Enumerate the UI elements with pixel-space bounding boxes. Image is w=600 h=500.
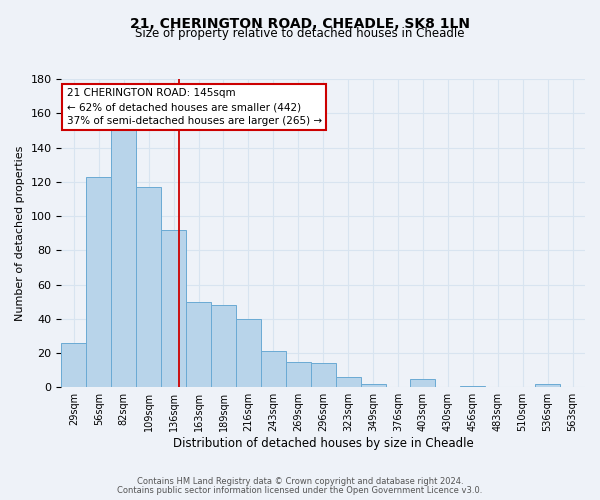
Bar xyxy=(111,130,136,388)
Text: Size of property relative to detached houses in Cheadle: Size of property relative to detached ho… xyxy=(135,28,465,40)
Bar xyxy=(186,302,211,388)
Bar xyxy=(86,176,111,388)
Bar xyxy=(460,386,485,388)
Bar xyxy=(211,305,236,388)
Text: Contains HM Land Registry data © Crown copyright and database right 2024.: Contains HM Land Registry data © Crown c… xyxy=(137,477,463,486)
X-axis label: Distribution of detached houses by size in Cheadle: Distribution of detached houses by size … xyxy=(173,437,473,450)
Text: 21, CHERINGTON ROAD, CHEADLE, SK8 1LN: 21, CHERINGTON ROAD, CHEADLE, SK8 1LN xyxy=(130,18,470,32)
Bar xyxy=(335,377,361,388)
Bar xyxy=(261,352,286,388)
Bar xyxy=(161,230,186,388)
Bar xyxy=(410,379,436,388)
Y-axis label: Number of detached properties: Number of detached properties xyxy=(15,146,25,321)
Bar xyxy=(61,343,86,388)
Text: 21 CHERINGTON ROAD: 145sqm
← 62% of detached houses are smaller (442)
37% of sem: 21 CHERINGTON ROAD: 145sqm ← 62% of deta… xyxy=(67,88,322,126)
Bar xyxy=(361,384,386,388)
Bar xyxy=(236,319,261,388)
Bar xyxy=(136,187,161,388)
Bar xyxy=(311,364,335,388)
Bar xyxy=(535,384,560,388)
Text: Contains public sector information licensed under the Open Government Licence v3: Contains public sector information licen… xyxy=(118,486,482,495)
Bar xyxy=(286,362,311,388)
